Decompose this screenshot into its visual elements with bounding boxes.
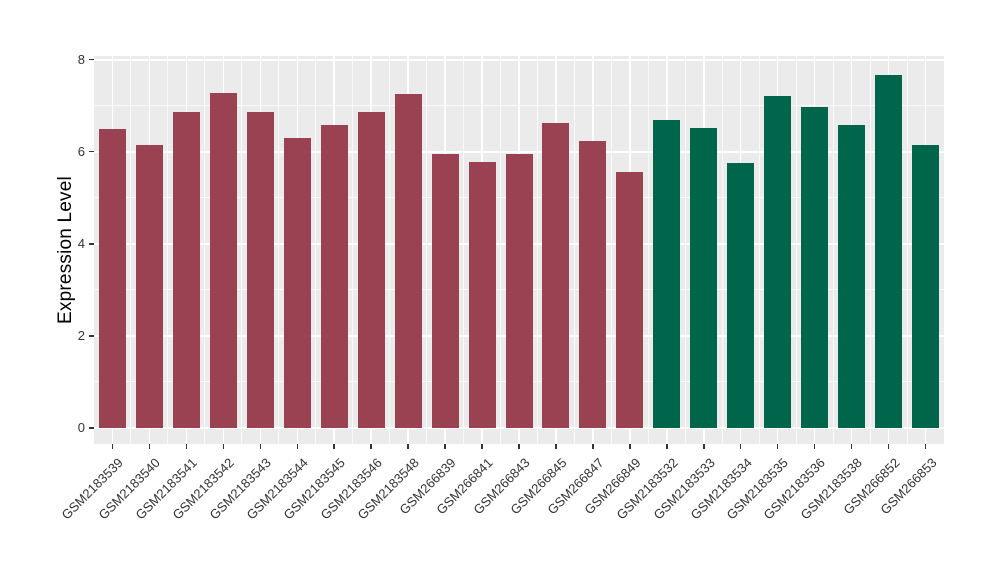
x-tick-mark-GSM266845 [555,444,557,449]
bar-GSM266849 [616,171,644,428]
y-tick-mark-2 [89,335,94,337]
x-tick-mark-GSM266847 [592,444,594,449]
x-tick-mark-GSM266849 [629,444,631,449]
gridline-minor-x-boundary-17 [721,56,723,444]
bar-GSM2183532 [653,120,681,428]
gridline-minor-x-boundary-19 [795,56,797,444]
bar-GSM266847 [579,140,607,428]
gridline-minor-x-boundary-14 [610,56,612,444]
bar-GSM2183535 [764,95,792,428]
bar-GSM2183546 [357,111,385,428]
x-tick-mark-GSM266853 [924,444,927,449]
bar-GSM2183540 [135,144,163,428]
x-tick-mark-GSM2183536 [813,444,816,449]
gridline-minor-x-boundary-20 [832,56,834,444]
gridline-minor-x-boundary-11 [500,56,502,444]
gridline-minor-x-boundary-15 [647,56,649,444]
bar-GSM2183534 [727,162,755,428]
bar-GSM2183541 [172,111,200,428]
bar-GSM266852 [875,74,903,428]
x-tick-mark-GSM266843 [518,444,520,449]
gridline-minor-x-boundary-9 [426,56,428,444]
x-tick-mark-GSM266852 [887,444,890,449]
bar-GSM2183539 [98,128,126,428]
gridline-minor-x-boundary-12 [536,56,538,444]
gridline-minor-x-boundary-4 [241,56,243,444]
bar-GSM2183536 [801,106,829,428]
gridline-minor-x-boundary-6 [315,56,317,444]
x-tick-mark-GSM2183546 [370,444,372,449]
gridline-minor-x-boundary-10 [463,56,465,444]
bar-GSM2183545 [320,125,348,428]
gridline-minor-x-boundary-22 [906,56,908,444]
gridline-minor-x-boundary-2 [167,56,169,444]
bar-GSM266843 [505,154,533,428]
y-tick-mark-6 [89,150,94,153]
bar-GSM2183538 [838,125,866,428]
gridline-minor-x-boundary-5 [278,56,280,444]
x-tick-mark-GSM266841 [481,444,483,449]
gridline-minor-x-boundary-3 [204,56,206,444]
gridline-minor-x-boundary-16 [684,56,686,444]
y-tick-mark-4 [89,243,94,245]
y-tick-label-0: 0 [77,420,85,435]
bar-GSM266853 [912,144,940,428]
x-tick-mark-GSM2183538 [850,444,853,449]
y-tick-mark-8 [89,58,94,61]
bar-GSM266841 [468,162,496,428]
bar-GSM2183544 [283,138,311,428]
y-tick-label-8: 8 [77,51,85,67]
bar-GSM266839 [431,154,459,428]
x-tick-mark-GSM266839 [444,444,446,449]
gridline-minor-x-boundary-21 [869,56,871,444]
x-tick-mark-GSM2183532 [666,444,668,449]
y-tick-label-6: 6 [77,143,85,159]
gridline-minor-x-boundary-1 [130,56,132,444]
gridline-minor-x-boundary-8 [389,56,391,444]
x-tick-mark-GSM2183543 [259,444,262,449]
plot-panel [94,56,944,444]
bar-GSM2183542 [209,92,237,428]
bar-GSM2183548 [394,93,422,428]
y-tick-label-2: 2 [77,327,85,343]
bar-GSM2183533 [690,127,718,428]
x-tick-mark-GSM2183540 [148,444,151,449]
x-tick-mark-GSM2183542 [222,444,225,449]
x-tick-mark-GSM2183541 [185,444,188,449]
bar-GSM266845 [542,122,570,428]
x-tick-mark-GSM2183545 [333,444,335,449]
y-tick-mark-0 [89,427,94,429]
x-tick-mark-GSM2183535 [776,444,779,449]
x-tick-mark-GSM2183548 [407,444,409,449]
bar-GSM2183543 [246,111,274,428]
x-tick-mark-GSM2183544 [296,444,298,449]
x-tick-mark-GSM2183539 [111,444,114,449]
y-tick-label-4: 4 [77,235,85,251]
gridline-minor-x-boundary-13 [573,56,575,444]
gridline-minor-x-boundary-7 [352,56,354,444]
x-tick-mark-GSM2183534 [739,444,742,449]
gridline-minor-x-boundary-18 [758,56,760,444]
x-tick-mark-GSM2183533 [703,444,705,449]
